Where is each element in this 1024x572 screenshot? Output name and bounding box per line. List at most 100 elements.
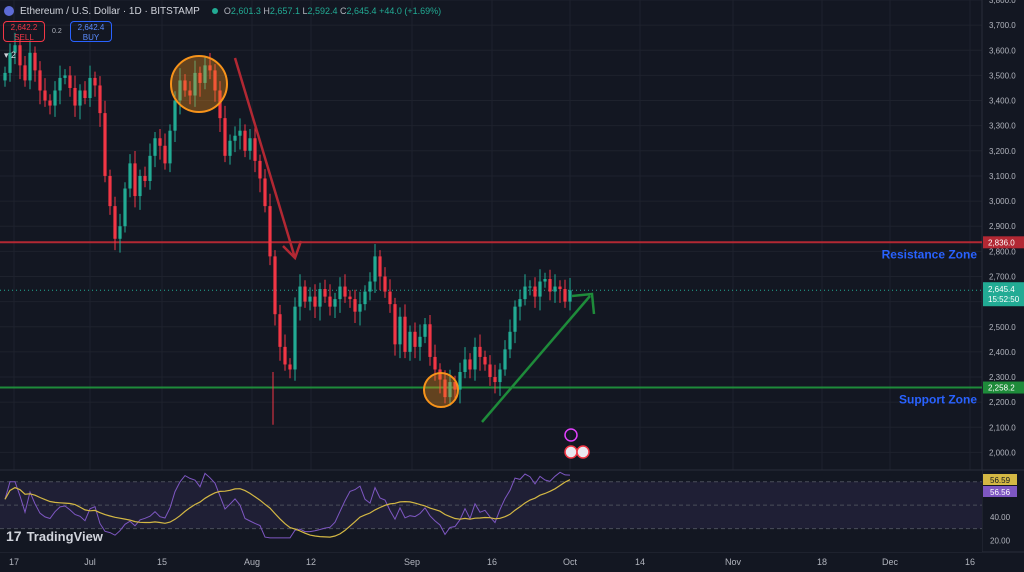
candle-body: [418, 336, 422, 347]
up-arrow-head: [571, 292, 596, 315]
candle-body: [213, 70, 217, 91]
candle-body: [453, 382, 457, 390]
price-tick-label: 2,400.0: [989, 348, 1016, 357]
candle-body: [293, 306, 297, 370]
candle-body: [63, 75, 67, 78]
price-tick-label: 3,600.0: [989, 46, 1016, 55]
candle-body: [233, 135, 237, 141]
candle-body: [158, 138, 162, 146]
candle-body: [93, 77, 97, 86]
candle-body: [333, 299, 337, 307]
price-tick-label: 3,400.0: [989, 97, 1016, 106]
candle-body: [108, 175, 112, 207]
us-economic-event-icon[interactable]: [564, 445, 578, 459]
ethereum-logo-icon: [4, 6, 14, 16]
candle-body: [553, 286, 557, 292]
candle-body: [423, 324, 427, 337]
time-tick-label: 12: [306, 557, 316, 567]
candle-body: [113, 206, 117, 239]
candle-body: [403, 316, 407, 352]
candle-body: [563, 289, 567, 302]
candle-body: [183, 80, 187, 91]
candle-body: [153, 138, 157, 156]
candle-body: [248, 138, 252, 151]
event-lightning-icon: [564, 428, 578, 442]
candle-body: [493, 377, 497, 383]
candle-body: [188, 90, 192, 96]
candle-body: [228, 140, 232, 156]
candle-body: [383, 276, 387, 292]
time-tick-label: 17: [9, 557, 19, 567]
chart-annotations: Resistance Zone Support Zone: [170, 55, 978, 459]
up-arrow-line: [481, 295, 591, 423]
indicators-toggle[interactable]: ▾ 2: [4, 50, 17, 60]
price-tick-label: 2,900.0: [989, 222, 1016, 231]
candle-body: [103, 113, 107, 176]
candle-body: [263, 178, 267, 207]
price-axis: 3,800.0 3,700.0 3,600.0 3,500.0 3,400.0 3,300…: [983, 0, 1024, 545]
highlight-circle: [423, 372, 459, 408]
resistance-zone-label: Resistance Zone: [882, 247, 978, 261]
time-tick-label: 18: [817, 557, 827, 567]
candle-body: [258, 160, 262, 179]
candle-body: [273, 256, 277, 315]
rsi-background: [0, 470, 982, 552]
candle-body: [168, 130, 172, 164]
candlestick-series: [3, 32, 572, 425]
price-tick-label: 3,000.0: [989, 197, 1016, 206]
support-resistance-levels: [0, 241, 982, 389]
market-status-icon: [211, 8, 218, 14]
price-tick-label: 2,000.0: [989, 448, 1016, 457]
candle-body: [173, 100, 177, 131]
tradingview-logo: 17 TradingView: [6, 528, 103, 544]
candle-body: [138, 175, 142, 197]
candle-body: [8, 52, 12, 73]
candle-body: [33, 52, 37, 71]
level-price-badge: [983, 236, 1024, 249]
symbol-title[interactable]: Ethereum / U.S. Dollar · 1D · BITSTAMP: [20, 5, 200, 17]
candle-body: [413, 331, 417, 347]
candle-body: [463, 359, 467, 372]
candle-body: [38, 70, 42, 91]
rsi-ma-badge: [983, 474, 1017, 485]
rsi-ma-line: [4, 479, 571, 538]
candle-body: [443, 379, 447, 398]
buy-button[interactable]: 2,642.4 BUY: [70, 21, 112, 42]
candle-body: [278, 314, 282, 347]
candle-body: [88, 77, 92, 99]
price-tick-label: 2,500.0: [989, 323, 1016, 332]
candle-body: [548, 279, 552, 292]
candle-body: [13, 45, 17, 53]
time-tick-label: Jul: [84, 557, 96, 567]
price-tick-label: 3,100.0: [989, 172, 1016, 181]
time-tick-label: 16: [487, 557, 497, 567]
rsi-line: [4, 471, 571, 539]
price-tick-label: 3,700.0: [989, 21, 1016, 30]
candle-body: [133, 163, 137, 197]
candle-body: [343, 286, 347, 297]
candle-body: [283, 346, 287, 365]
price-tick-label: 2,200.0: [989, 398, 1016, 407]
down-arrow-line: [233, 57, 297, 259]
candle-body: [523, 286, 527, 300]
price-tick-label: 2,300.0: [989, 373, 1016, 382]
candle-body: [18, 45, 22, 66]
time-tick-label: 15: [157, 557, 167, 567]
rsi-value: 56.56: [990, 488, 1011, 497]
rsi-value-badge: [983, 486, 1017, 497]
candle-body: [68, 75, 72, 88]
candle-body: [393, 304, 397, 345]
time-tick-label: Dec: [882, 557, 899, 567]
us-economic-event-icon[interactable]: [576, 445, 590, 459]
candle-body: [53, 90, 57, 106]
candle-body: [528, 286, 532, 288]
candle-body: [43, 90, 47, 101]
time-tick-label: 16: [965, 557, 975, 567]
sell-button[interactable]: 2,642.2 SELL: [3, 21, 45, 42]
candle-body: [513, 306, 517, 332]
candle-body: [348, 296, 352, 300]
candle-body: [508, 331, 512, 350]
candle-body: [518, 299, 522, 307]
candle-body: [468, 359, 472, 370]
